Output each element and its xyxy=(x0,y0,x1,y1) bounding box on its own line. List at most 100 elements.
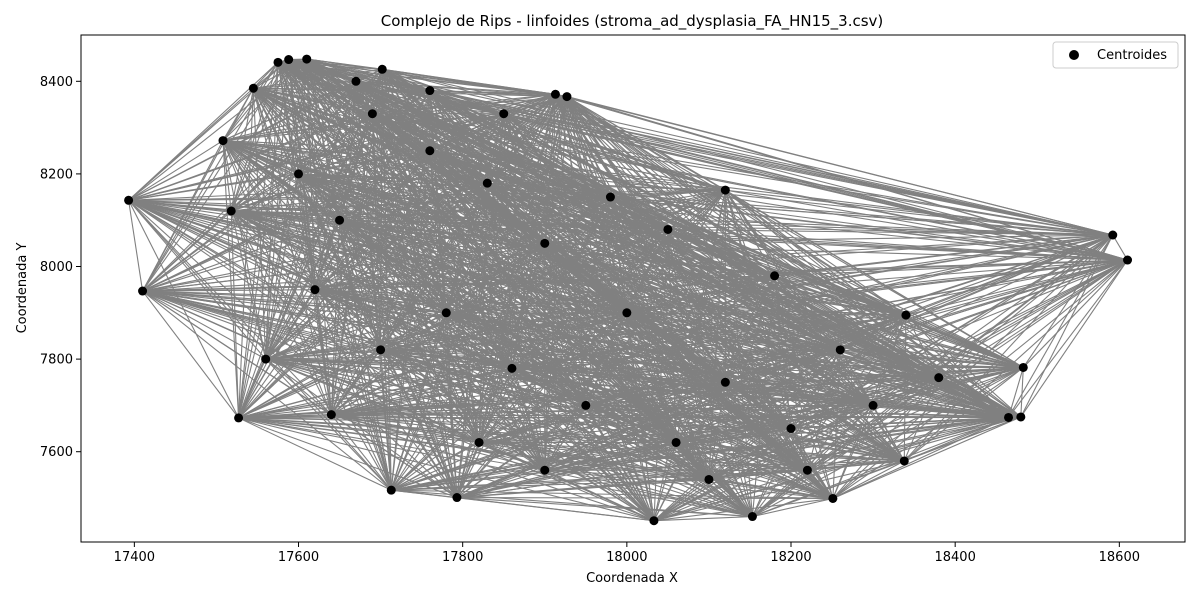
rips-edge xyxy=(429,90,480,443)
rips-edge xyxy=(544,460,905,471)
rips-edge xyxy=(478,229,669,443)
centroid-point xyxy=(562,92,572,102)
rips-edge xyxy=(446,312,874,406)
centroid-point xyxy=(326,410,336,420)
rips-edge xyxy=(298,173,792,430)
rips-edge xyxy=(288,59,300,174)
rips-edge xyxy=(544,196,611,471)
rips-edge xyxy=(128,140,224,201)
rips-edge xyxy=(938,366,1024,379)
rips-edge xyxy=(355,80,775,277)
rips-edge xyxy=(265,81,357,360)
rips-edge xyxy=(355,68,383,82)
rips-edge xyxy=(790,404,874,430)
rips-edge xyxy=(339,219,726,383)
legend-label: Centroides xyxy=(1097,48,1167,63)
rips-edge xyxy=(1112,234,1129,261)
rips-edge xyxy=(298,173,382,351)
rips-edge xyxy=(265,275,775,360)
rips-edge xyxy=(653,275,776,521)
rips-edge xyxy=(429,90,808,471)
rips-edge xyxy=(585,404,905,462)
rips-edge xyxy=(503,113,628,314)
y-axis-ticks: 7600 7800 8000 8200 8400 xyxy=(40,75,81,460)
rips-edge xyxy=(231,182,488,212)
rips-edge xyxy=(503,113,940,379)
rips-edge xyxy=(790,377,939,430)
rips-edge xyxy=(265,289,316,360)
centroid-point xyxy=(124,195,134,205)
centroid-point xyxy=(1123,255,1133,265)
rips-edge xyxy=(265,242,545,360)
chart-title: Complejo de Rips - linfoides (stroma_ad_… xyxy=(381,12,884,31)
rips-edge xyxy=(626,312,874,406)
rips-edge xyxy=(339,220,382,351)
rips-edge xyxy=(314,289,726,383)
rips-edge xyxy=(128,199,332,416)
rips-edge xyxy=(265,90,431,360)
rips-edge xyxy=(265,358,332,416)
rips-edge xyxy=(456,312,628,498)
rips-edge xyxy=(904,416,1022,462)
rips-edge xyxy=(230,88,254,212)
centroid-point xyxy=(234,413,244,423)
rips-edge xyxy=(479,377,939,443)
rips-edge xyxy=(511,229,669,369)
rips-edge xyxy=(298,173,458,498)
rips-edge xyxy=(277,62,341,221)
rips-edge xyxy=(667,228,1113,236)
rips-edge xyxy=(807,259,1128,471)
centroid-point xyxy=(540,465,550,475)
rips-edge xyxy=(238,358,267,419)
rips-edge xyxy=(222,140,240,418)
rips-edge xyxy=(355,81,513,369)
rips-edge xyxy=(265,358,792,430)
rips-edge xyxy=(252,88,316,290)
centroid-point xyxy=(1016,412,1026,422)
plot-frame xyxy=(80,34,1186,543)
rips-edge xyxy=(331,312,628,416)
rips-edge xyxy=(252,61,279,89)
rips-edge xyxy=(724,189,776,277)
rips-edge xyxy=(142,87,254,292)
rips-edge xyxy=(222,140,267,360)
rips-edge xyxy=(840,349,939,379)
rips-edge xyxy=(298,173,726,383)
rips-edge xyxy=(372,113,808,471)
rips-edge xyxy=(774,275,841,351)
rips-edge xyxy=(544,314,907,471)
rips-edge xyxy=(774,234,1113,277)
rips-edge xyxy=(306,58,1113,236)
rips-edge xyxy=(355,80,841,351)
rips-edge xyxy=(265,358,710,481)
rips-edge xyxy=(555,93,1009,418)
rips-edge xyxy=(314,289,447,314)
rips-edge xyxy=(832,377,940,499)
rips-edge xyxy=(708,469,808,481)
centroid-point xyxy=(1018,362,1028,372)
rips-edge xyxy=(238,88,254,418)
rips-edge xyxy=(708,478,833,500)
rips-edge xyxy=(456,497,654,522)
centroid-point xyxy=(704,474,714,484)
rips-edge xyxy=(382,68,1113,236)
rips-edge xyxy=(298,173,545,244)
rips-edge xyxy=(774,275,792,429)
x-axis-label: Coordenada X xyxy=(586,571,678,586)
rips-edge xyxy=(832,366,1024,499)
rips-edge xyxy=(667,229,710,480)
rips-edge xyxy=(330,113,505,415)
centroid-point xyxy=(248,83,258,93)
rips-edge xyxy=(330,90,431,415)
rips-edge xyxy=(585,381,726,406)
rips-edge xyxy=(265,358,808,471)
centroid-point xyxy=(899,456,909,466)
x-tick-label: 18000 xyxy=(606,550,647,565)
rips-edge xyxy=(265,312,627,360)
rips-edge xyxy=(222,87,254,141)
rips-edge xyxy=(355,80,504,115)
rips-edge xyxy=(265,358,655,522)
rips-edge xyxy=(667,228,775,277)
rips-edge xyxy=(330,414,392,491)
centroid-point xyxy=(835,345,845,355)
